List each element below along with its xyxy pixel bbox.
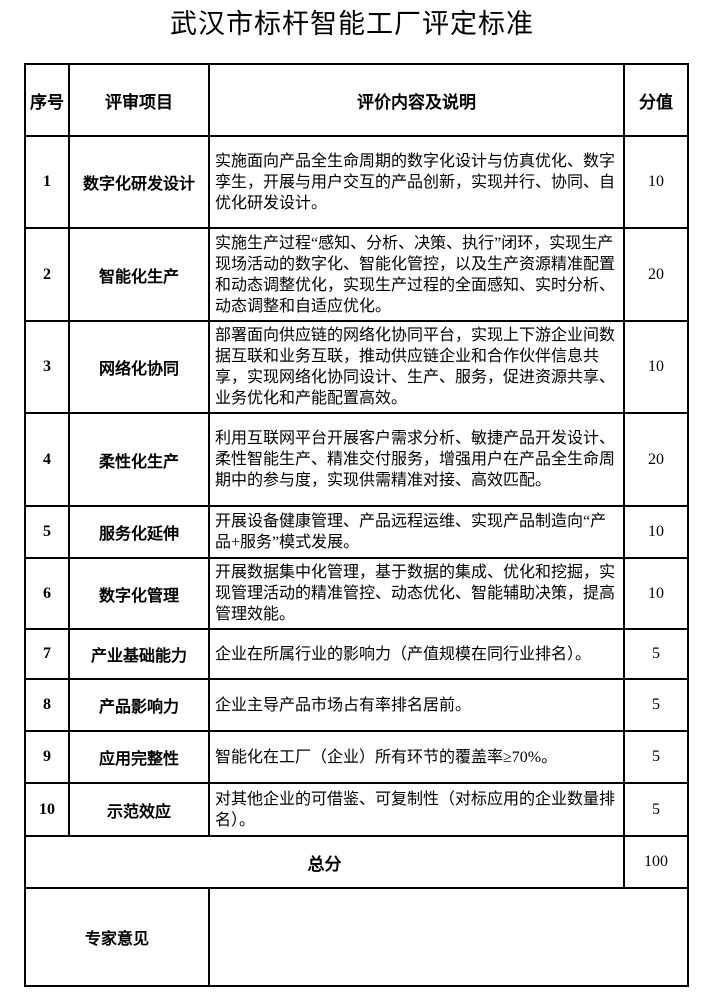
score-cell: 10	[623, 320, 689, 414]
score-cell: 5	[623, 628, 689, 680]
score-cell: 20	[623, 412, 689, 507]
column-header-description: 评价内容及说明	[208, 63, 625, 137]
table-row: 8 产品影响力 企业主导产品市场占有率排名居前。 5	[24, 678, 689, 732]
expert-opinion-row: 专家意见	[24, 887, 689, 987]
item-name-cell: 数字化研发设计	[68, 135, 210, 229]
table-header: 序号 评审项目 评价内容及说明 分值	[24, 63, 689, 137]
description-cell: 开展设备健康管理、产品远程运维、实现产品制造向“产品+服务”模式发展。	[208, 505, 625, 559]
table-row: 10 示范效应 对其他企业的可借鉴、可复制性（对标应用的企业数量排名）。 5	[24, 782, 689, 837]
description-cell: 开展数据集中化管理，基于数据的集成、优化和挖掘，实现管理活动的精准管控、动态优化…	[208, 557, 625, 630]
table-row: 9 应用完整性 智能化在工厂（企业）所有环节的覆盖率≥70%。 5	[24, 730, 689, 784]
row-number-cell: 8	[24, 678, 70, 732]
description-cell: 企业主导产品市场占有率排名居前。	[208, 678, 625, 732]
table-row: 6 数字化管理 开展数据集中化管理，基于数据的集成、优化和挖掘，实现管理活动的精…	[24, 557, 689, 630]
item-name-cell: 产品影响力	[68, 678, 210, 732]
evaluation-table: 序号 评审项目 评价内容及说明 分值 1 数字化研发设计 实施面向产品全生命周期…	[24, 63, 689, 987]
description-cell: 实施面向产品全生命周期的数字化设计与仿真优化、数字孪生，开展与用户交互的产品创新…	[208, 135, 625, 229]
item-name-cell: 示范效应	[68, 782, 210, 837]
description-cell: 利用互联网平台开展客户需求分析、敏捷产品开发设计、柔性智能生产、精准交付服务，增…	[208, 412, 625, 507]
item-name-cell: 数字化管理	[68, 557, 210, 630]
header-row: 序号 评审项目 评价内容及说明 分值	[24, 63, 689, 137]
description-cell: 对其他企业的可借鉴、可复制性（对标应用的企业数量排名）。	[208, 782, 625, 837]
expert-opinion-blank-cell	[208, 887, 689, 987]
item-name-cell: 智能化生产	[68, 227, 210, 322]
row-number-cell: 7	[24, 628, 70, 680]
page-title: 武汉市标杆智能工厂评定标准	[170, 9, 534, 39]
item-name-cell: 网络化协同	[68, 320, 210, 414]
row-number-cell: 6	[24, 557, 70, 630]
expert-opinion-label-cell: 专家意见	[24, 887, 210, 987]
description-cell: 部署面向供应链的网络化协同平台，实现上下游企业间数据互联和业务互联，推动供应链企…	[208, 320, 625, 414]
table-row: 3 网络化协同 部署面向供应链的网络化协同平台，实现上下游企业间数据互联和业务互…	[24, 320, 689, 414]
table-row: 4 柔性化生产 利用互联网平台开展客户需求分析、敏捷产品开发设计、柔性智能生产、…	[24, 412, 689, 507]
score-cell: 10	[623, 557, 689, 630]
row-number-cell: 9	[24, 730, 70, 784]
item-name-cell: 服务化延伸	[68, 505, 210, 559]
column-header-number: 序号	[24, 63, 70, 137]
column-header-score: 分值	[623, 63, 689, 137]
total-row: 总分 100	[24, 835, 689, 889]
total-label-cell: 总分	[24, 835, 625, 889]
description-cell: 实施生产过程“感知、分析、决策、执行”闭环，实现生产现场活动的数字化、智能化管控…	[208, 227, 625, 322]
item-name-cell: 应用完整性	[68, 730, 210, 784]
score-cell: 5	[623, 730, 689, 784]
score-cell: 20	[623, 227, 689, 322]
score-cell: 5	[623, 678, 689, 732]
row-number-cell: 10	[24, 782, 70, 837]
table-row: 5 服务化延伸 开展设备健康管理、产品远程运维、实现产品制造向“产品+服务”模式…	[24, 505, 689, 559]
score-cell: 5	[623, 782, 689, 837]
row-number-cell: 3	[24, 320, 70, 414]
table-row: 2 智能化生产 实施生产过程“感知、分析、决策、执行”闭环，实现生产现场活动的数…	[24, 227, 689, 322]
table-row: 1 数字化研发设计 实施面向产品全生命周期的数字化设计与仿真优化、数字孪生，开展…	[24, 135, 689, 229]
item-name-cell: 产业基础能力	[68, 628, 210, 680]
column-header-item: 评审项目	[68, 63, 210, 137]
row-number-cell: 2	[24, 227, 70, 322]
description-cell: 企业在所属行业的影响力（产值规模在同行业排名）。	[208, 628, 625, 680]
table-row: 7 产业基础能力 企业在所属行业的影响力（产值规模在同行业排名）。 5	[24, 628, 689, 680]
row-number-cell: 4	[24, 412, 70, 507]
score-cell: 10	[623, 135, 689, 229]
item-name-cell: 柔性化生产	[68, 412, 210, 507]
description-cell: 智能化在工厂（企业）所有环节的覆盖率≥70%。	[208, 730, 625, 784]
row-number-cell: 1	[24, 135, 70, 229]
score-cell: 10	[623, 505, 689, 559]
row-number-cell: 5	[24, 505, 70, 559]
total-score-cell: 100	[623, 835, 689, 889]
